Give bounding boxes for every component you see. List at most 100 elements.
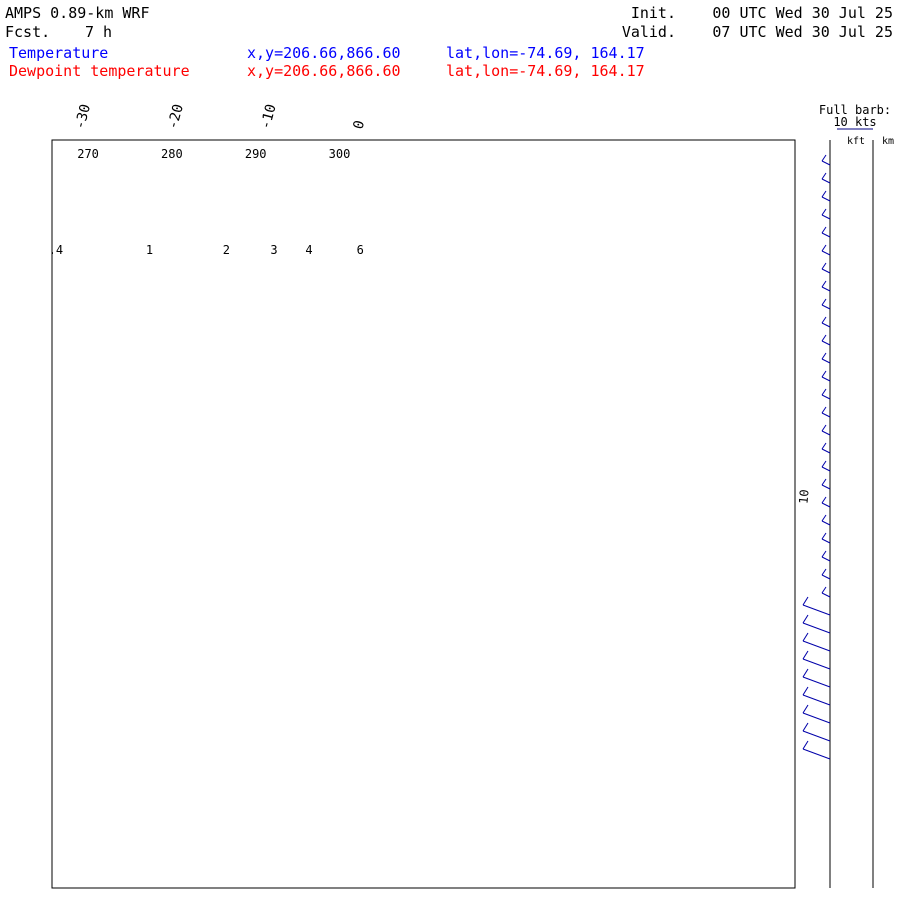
wind-barb: [821, 226, 831, 238]
wind-barb-feather: [802, 740, 809, 750]
legend-temperature-latlon: lat,lon=-74.69, 164.17: [446, 44, 645, 62]
wind-barb-staff: [821, 394, 831, 400]
wind-barb-feather: [802, 704, 809, 714]
wind-barb-feather: [821, 460, 827, 468]
wind-barb-staff: [821, 502, 831, 508]
wind-barb-staff: [821, 556, 831, 562]
wind-barb-staff: [802, 712, 831, 724]
wind-barb-staff: [821, 538, 831, 544]
wind-barb: [821, 478, 831, 490]
legend-dewpoint-latlon: lat,lon=-74.69, 164.17: [446, 62, 645, 80]
wind-barb: [821, 550, 831, 562]
legend-dewpoint-name: Dewpoint temperature: [9, 62, 190, 80]
wind-barb: [802, 686, 831, 706]
wind-barb-feather: [821, 226, 827, 234]
legend-temperature-xy: x,y=206.66,866.60: [247, 44, 401, 62]
forecast-label: Fcst.: [5, 23, 50, 41]
wind-barb-staff: [821, 214, 831, 220]
wind-barb-feather: [821, 352, 827, 360]
wind-barb-staff: [821, 466, 831, 472]
wind-height-column: 024680.1.2.: [802, 140, 874, 888]
mixing-ratio-label-3: 3: [270, 243, 277, 257]
wind-barb-staff: [821, 232, 831, 238]
wind-barb-feather: [821, 568, 827, 576]
wind-barb: [821, 190, 831, 202]
wind-barb-feather: [821, 514, 827, 522]
wind-barb-staff: [821, 304, 831, 310]
wind-barb-staff: [821, 358, 831, 364]
wind-barb: [821, 460, 831, 472]
wind-barb-feather: [821, 280, 827, 288]
forecast-hour: 7 h: [85, 23, 112, 41]
wind-barb: [821, 406, 831, 418]
wind-barb: [802, 668, 831, 688]
wind-barb: [821, 172, 831, 184]
legend-dewpoint-xy: x,y=206.66,866.60: [247, 62, 401, 80]
axis-labels: 7008009001000-70-60-50-40-30-20-10027028…: [0, 102, 812, 504]
wind-barb: [821, 568, 831, 580]
wind-barb-staff: [821, 592, 831, 598]
mixing-ratio-label-1: 1: [146, 243, 153, 257]
wind-barb-feather: [802, 686, 809, 696]
temperature-label--10: -10: [258, 102, 280, 131]
wind-barb-feather: [802, 614, 809, 624]
temperature-label--20: -20: [165, 102, 187, 131]
wind-barb-feather: [821, 496, 827, 504]
wind-barb: [802, 704, 831, 724]
wind-barb-staff: [802, 640, 831, 652]
wind-barb: [821, 496, 831, 508]
isentrope-label-270: 270: [77, 147, 99, 161]
mixing-ratio-label-2: 2: [223, 243, 230, 257]
wind-barb: [802, 596, 831, 616]
temperature-label--40: -40: [0, 102, 1, 131]
model-title: AMPS 0.89-km WRF: [5, 4, 150, 22]
wind-barb-staff: [802, 748, 831, 760]
wind-barb: [821, 208, 831, 220]
wind-barb-staff: [821, 448, 831, 454]
isentrope-label-280: 280: [161, 147, 183, 161]
wind-barb-staff: [802, 676, 831, 688]
wind-barb-staff: [802, 604, 831, 616]
wind-barb: [802, 614, 831, 634]
wind-barb: [821, 388, 831, 400]
wind-barb: [821, 586, 831, 598]
wind-barb: [802, 632, 831, 652]
plot-frame: [51, 139, 796, 889]
mixing-ratio-label-4: 4: [305, 243, 312, 257]
wind-barb-staff: [821, 574, 831, 580]
wind-barb-feather: [821, 370, 827, 378]
wind-barb-feather: [821, 154, 827, 162]
wind-barb: [821, 298, 831, 310]
wind-barb: [821, 532, 831, 544]
wind-barb-staff: [821, 412, 831, 418]
wind-barb: [821, 154, 831, 166]
wind-barb-staff: [821, 430, 831, 436]
isentrope-label-300: 300: [329, 147, 351, 161]
wind-barb: [821, 316, 831, 328]
wind-barb: [821, 370, 831, 382]
wind-barb-staff: [802, 694, 831, 706]
plot-area: [51, 139, 796, 889]
wind-barb-feather: [821, 244, 827, 252]
wind-barb-staff: [821, 376, 831, 382]
valid-time: 07 UTC Wed 30 Jul 25: [712, 23, 893, 41]
wind-barb-feather: [802, 668, 809, 678]
init-time: 00 UTC Wed 30 Jul 25: [712, 4, 893, 22]
wind-barb-staff: [821, 178, 831, 184]
wind-barb: [821, 352, 831, 364]
wind-barb-feather: [821, 442, 827, 450]
wind-barb-staff: [821, 484, 831, 490]
wind-barb-staff: [821, 340, 831, 346]
wind-barb-feather: [821, 406, 827, 414]
wind-barb-feather: [821, 298, 827, 306]
legend-temperature-name: Temperature: [9, 44, 108, 62]
wind-barb-staff: [821, 286, 831, 292]
wind-barb: [802, 722, 831, 742]
wind-barb: [821, 424, 831, 436]
wind-barb-feather: [821, 388, 827, 396]
wind-barb-staff: [802, 622, 831, 634]
wind-barb: [821, 514, 831, 526]
wind-barb-feather: [821, 190, 827, 198]
wind-barb-feather: [821, 262, 827, 270]
